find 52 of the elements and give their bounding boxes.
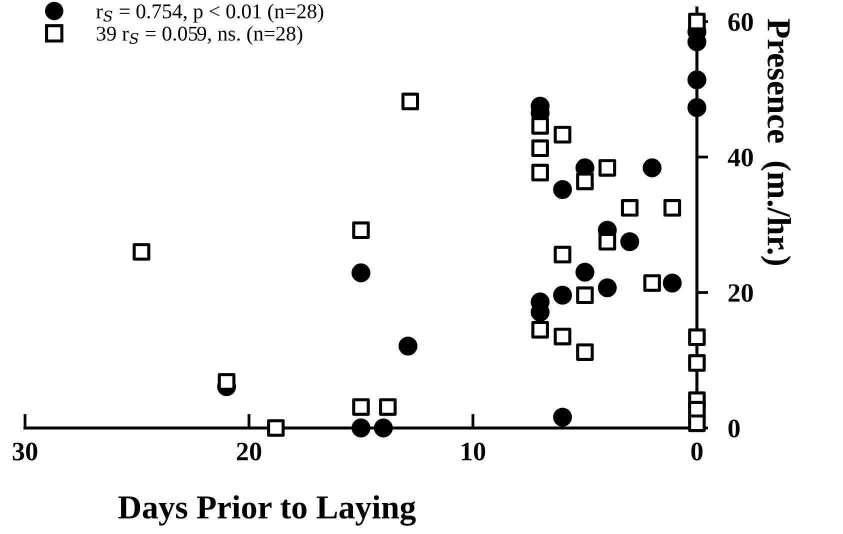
point <box>688 414 706 432</box>
point <box>398 336 418 356</box>
point <box>553 180 572 199</box>
y-tick-label: 20 <box>728 284 753 302</box>
point <box>352 221 370 240</box>
point <box>531 320 549 339</box>
x-tick-label: 20 <box>236 442 262 460</box>
y-tick-label: 40 <box>728 148 753 166</box>
point <box>132 243 150 261</box>
point <box>531 164 549 182</box>
point <box>688 12 706 30</box>
point <box>379 398 397 416</box>
point <box>352 263 370 282</box>
y-tick-label: 60 <box>728 13 753 31</box>
point <box>663 199 682 217</box>
point <box>374 418 393 438</box>
x-tick-label: 30 <box>12 442 38 460</box>
point <box>531 139 549 158</box>
point <box>352 398 370 416</box>
point <box>401 92 420 110</box>
point <box>531 117 549 135</box>
point <box>687 98 706 118</box>
x-tick-label: 10 <box>462 442 486 460</box>
point <box>662 274 682 292</box>
point <box>218 373 236 391</box>
legend-label: r$_{S}$ = 0.754, p < 0.01 (n=28) <box>96 4 324 23</box>
point <box>620 232 640 252</box>
y-axis-title: Presence (m./hr.) <box>760 18 791 265</box>
legend-label: 39 r$_{S}$ = 0.059, ns. (n=28) <box>96 26 302 45</box>
x-axis-title: Days Prior to Laying <box>118 495 416 526</box>
point <box>553 408 572 427</box>
point <box>554 126 572 144</box>
point <box>554 246 572 264</box>
point <box>267 419 285 437</box>
point <box>575 262 594 282</box>
point <box>576 172 594 190</box>
point <box>352 418 370 438</box>
point <box>688 354 706 372</box>
x-tick-label: 0 <box>691 442 702 460</box>
point <box>687 70 706 90</box>
point <box>643 274 661 292</box>
point <box>598 278 617 298</box>
point <box>554 328 572 346</box>
y-tick-label: 0 <box>728 420 740 438</box>
point <box>553 286 572 305</box>
point <box>576 286 594 304</box>
point <box>598 232 616 251</box>
point <box>576 343 594 361</box>
point <box>598 159 616 177</box>
point <box>620 199 639 217</box>
point <box>688 328 706 346</box>
point <box>642 158 662 178</box>
